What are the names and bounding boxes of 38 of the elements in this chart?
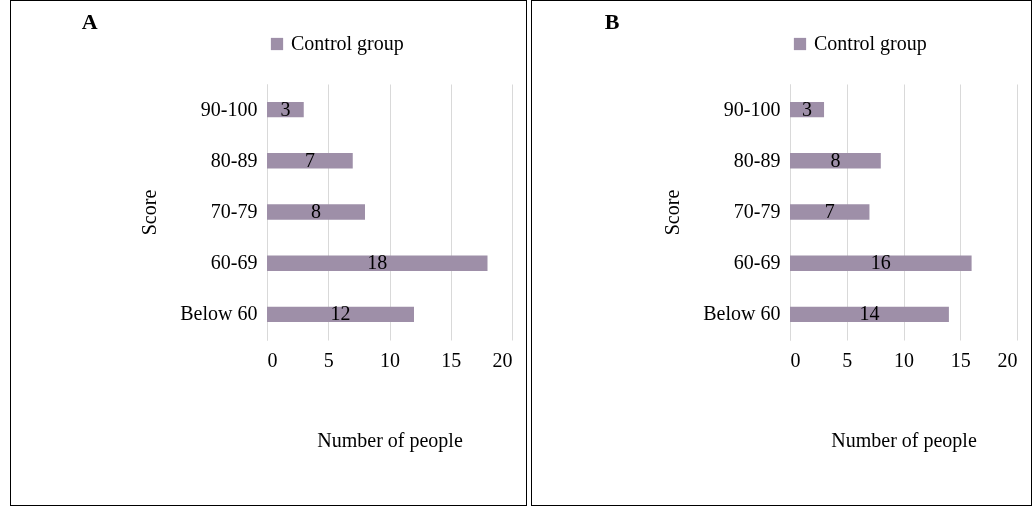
legend-label: Control group [814,32,927,55]
y-tick-label: 90-100 [723,97,781,120]
data-label: 7 [824,200,835,222]
y-tick-label: 80-89 [210,148,258,171]
x-tick-label: 20 [492,348,513,371]
y-tick-label: Below 60 [703,302,781,325]
y-axis-title: Score [661,189,684,236]
data-label: 8 [311,200,321,222]
data-label: 14 [859,302,880,325]
x-tick-label: 5 [323,348,334,371]
x-tick-label: 15 [441,348,462,371]
data-label: 3 [280,97,291,120]
y-tick-label: 80-89 [733,148,781,171]
y-tick-label: Below 60 [180,302,258,325]
data-label: 18 [367,251,388,274]
x-tick-label: 10 [894,348,914,371]
y-axis-title: Score [138,189,161,236]
x-tick-label: 10 [380,348,400,371]
x-tick-label: 15 [950,348,971,371]
text: A [81,9,98,34]
data-label: 8 [830,148,841,171]
x-tick-label: 0 [267,348,278,371]
y-tick-label: 70-79 [210,200,258,222]
text: B [604,9,620,34]
x-axis-title: Number of people [831,428,977,452]
legend-label: Control group [291,32,404,55]
y-tick-label: 90-100 [200,97,258,120]
data-label: 16 [870,251,891,274]
data-label: 12 [330,302,351,325]
data-label: 7 [304,148,315,171]
x-tick-label: 0 [790,348,801,371]
y-tick-label: 60-69 [733,251,781,274]
y-tick-label: 60-69 [210,251,258,274]
x-tick-label: 20 [997,348,1018,371]
x-axis-title: Number of people [317,428,463,452]
x-tick-label: 5 [842,348,853,371]
data-label: 3 [802,97,813,120]
y-tick-label: 70-79 [733,200,781,222]
